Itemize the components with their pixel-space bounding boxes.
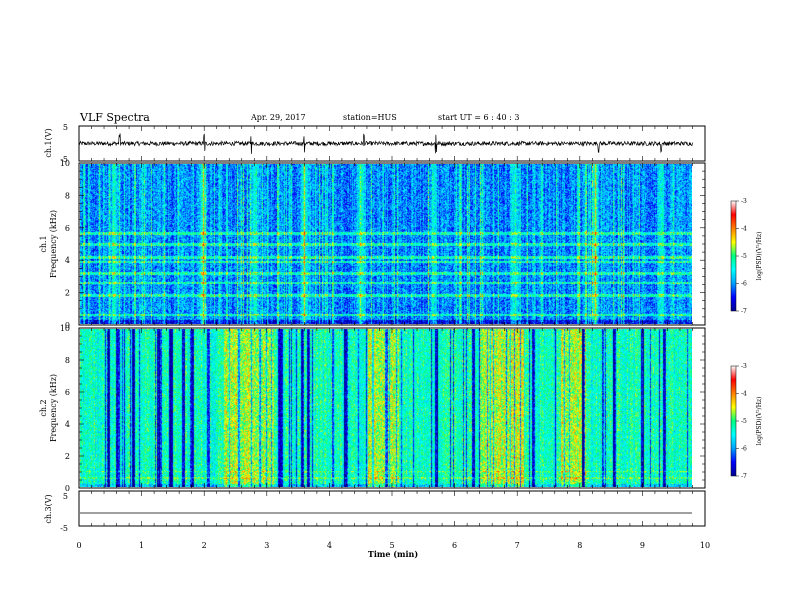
ch3-ytick-bottom: -5 xyxy=(60,524,68,533)
frequency-tick-label: 2 xyxy=(65,452,70,461)
ch1-colorbar-gradient xyxy=(730,200,737,312)
ch2-colorbar-label: log(PSD)(V²/Hz) xyxy=(756,397,763,446)
time-tick-label: 6 xyxy=(452,541,457,550)
ch2-frequency-tick-labels: 0 2 4 6 8 10 xyxy=(60,324,70,493)
frequency-tick-label: 2 xyxy=(65,289,70,298)
ch3-waveform-panel: 5 -5 ch.3(V) 0 1 2 3 4 5 6 7 8 9 10 Time (min) xyxy=(44,490,710,559)
time-tick-label: 1 xyxy=(139,541,144,550)
ch1-spectrogram-channel-label: ch.1 xyxy=(39,235,48,252)
frequency-tick-label: 0 xyxy=(65,484,70,493)
ch2-colorbar-ticks: -3 -4 -5 -6 -7 xyxy=(736,363,747,480)
ch1-ytick-bottom: -5 xyxy=(60,155,68,164)
time-tick-label: 4 xyxy=(327,541,332,550)
ch3-ylabel: ch.3(V) xyxy=(44,494,53,523)
ch1-ylabel: ch.1(V) xyxy=(44,128,53,157)
colorbar-tick-label: -3 xyxy=(741,198,747,205)
colorbar-tick-label: -3 xyxy=(741,363,747,370)
frequency-tick-label: 8 xyxy=(65,191,70,200)
ch2-colorbar: -3 -4 -5 -6 -7 log(PSD)(V²/Hz) xyxy=(730,363,763,480)
time-tick-label: 10 xyxy=(700,541,710,550)
ch1-spectrogram-image xyxy=(80,164,692,324)
ch2-spectrogram-ticks xyxy=(78,327,706,489)
colorbar-tick-label: -7 xyxy=(741,308,747,315)
frequency-tick-label: 10 xyxy=(60,159,70,168)
frequency-tick-label: 6 xyxy=(65,224,70,233)
frequency-tick-label: 6 xyxy=(65,388,70,397)
time-axis-label: Time (min) xyxy=(368,549,418,559)
station-label: station=HUS xyxy=(343,113,397,122)
time-tick-label: 2 xyxy=(202,541,207,550)
ch1-waveform-panel: 5 -5 ch.1(V) xyxy=(44,123,706,164)
start-time-label: start UT = 6 : 40 : 3 xyxy=(438,113,520,122)
colorbar-tick-label: -6 xyxy=(741,281,747,288)
ch1-colorbar-label: log(PSD)(V²/Hz) xyxy=(756,232,763,281)
time-tick-labels: 0 1 2 3 4 5 6 7 8 9 10 xyxy=(76,541,710,550)
colorbar-tick-label: -4 xyxy=(741,226,747,233)
ch2-spectrogram-channel-label: ch.2 xyxy=(39,399,48,416)
time-tick-label: 7 xyxy=(515,541,520,550)
colorbar-tick-label: -7 xyxy=(741,473,747,480)
ch1-ytick-top: 5 xyxy=(63,123,68,132)
ch2-colorbar-gradient xyxy=(730,365,737,477)
frequency-tick-label: 4 xyxy=(65,256,70,265)
time-tick-label: 0 xyxy=(76,541,81,550)
ch1-axis-ticks xyxy=(78,126,706,161)
ch1-frequency-tick-labels: 0 2 4 6 8 10 xyxy=(60,159,70,330)
ch2-spectrogram-image xyxy=(80,329,692,487)
frequency-tick-label: 8 xyxy=(65,356,70,365)
colorbar-tick-label: -5 xyxy=(741,418,747,425)
figure-title: VLF Spectra xyxy=(80,111,150,124)
ch1-colorbar-ticks: -3 -4 -5 -6 -7 xyxy=(736,198,747,315)
colorbar-tick-label: -6 xyxy=(741,446,747,453)
ch2-spectrogram-ylabel: Frequency (kHz) xyxy=(49,374,58,442)
frequency-tick-label: 0 xyxy=(65,321,70,330)
time-tick-label: 3 xyxy=(264,541,269,550)
frequency-tick-label: 10 xyxy=(60,324,70,333)
ch3-axis-ticks xyxy=(78,491,706,526)
ch1-spectrogram-ylabel: Frequency (kHz) xyxy=(49,210,58,278)
frequency-tick-label: 4 xyxy=(65,420,70,429)
colorbar-tick-label: -4 xyxy=(741,391,747,398)
ch1-waveform-line xyxy=(79,133,693,154)
time-tick-label: 9 xyxy=(640,541,645,550)
ch3-ytick-top: 5 xyxy=(63,492,68,501)
ch1-spectrogram-panel: 0 2 4 6 8 10 ch.1 Frequency (kHz) xyxy=(39,159,706,330)
date-label: Apr. 29, 2017 xyxy=(251,113,306,122)
ch1-colorbar: -3 -4 -5 -6 -7 log(PSD)(V²/Hz) xyxy=(730,198,763,315)
colorbar-tick-label: -5 xyxy=(741,253,747,260)
ch1-spectrogram-ticks xyxy=(78,162,706,326)
time-tick-label: 8 xyxy=(577,541,582,550)
ch2-spectrogram-panel: 0 2 4 6 8 10 ch.2 Frequency (kHz) xyxy=(39,324,706,493)
time-tick-label: 5 xyxy=(389,541,394,550)
